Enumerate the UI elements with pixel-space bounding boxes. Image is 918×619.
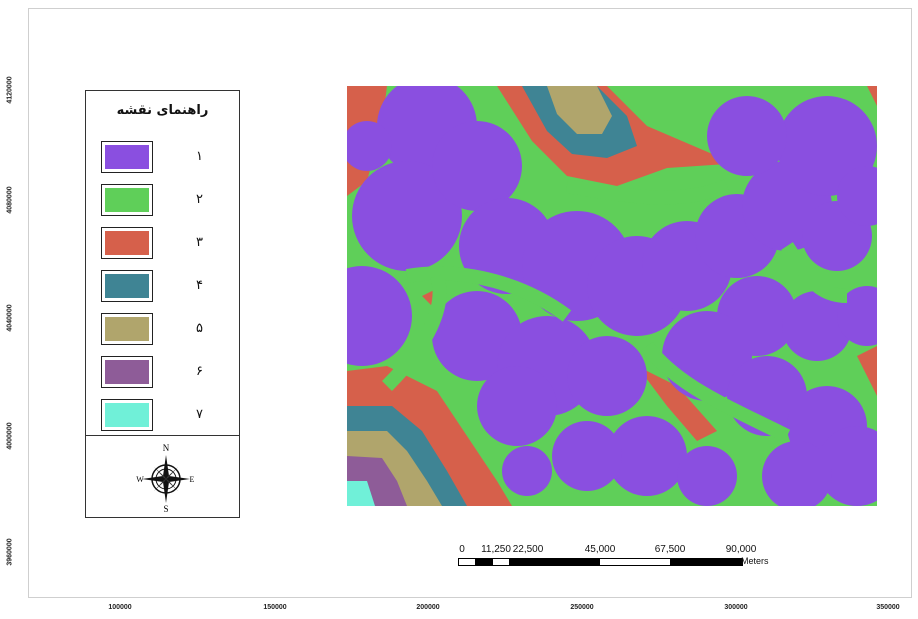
legend-item: ۳ bbox=[101, 227, 226, 263]
legend-label: ۵ bbox=[196, 321, 203, 336]
legend-label: ۱ bbox=[196, 149, 203, 164]
legend-title: راهنمای نقشه bbox=[116, 103, 209, 118]
legend-divider bbox=[86, 435, 239, 436]
compass-n-label: N bbox=[163, 443, 170, 453]
y-tick-label: 4040000 bbox=[6, 304, 14, 332]
scale-bar-label: 0 bbox=[459, 544, 465, 555]
scale-bar-label: 22,500 bbox=[512, 544, 544, 555]
y-tick-label: 4000000 bbox=[6, 422, 14, 450]
legend-swatch bbox=[101, 184, 153, 216]
x-tick-label: 250000 bbox=[570, 604, 594, 611]
x-tick-label: 200000 bbox=[416, 604, 440, 611]
legend-label: ۷ bbox=[196, 407, 203, 422]
map-frame bbox=[28, 8, 912, 598]
legend-label: ۲ bbox=[196, 192, 203, 207]
y-tick-label: 4080000 bbox=[6, 186, 14, 214]
map-legend: راهنمای نقشه ۱ ۲ ۳ ۴ ۵ ۶ ۷ N S E W bbox=[85, 90, 240, 518]
legend-item: ۲ bbox=[101, 184, 226, 220]
x-tick-label: 150000 bbox=[263, 604, 287, 611]
legend-item: ۵ bbox=[101, 313, 226, 349]
scale-bar-label: 90,000 bbox=[725, 544, 757, 555]
legend-label: ۴ bbox=[196, 278, 203, 293]
y-tick-label: 4120000 bbox=[6, 76, 14, 104]
legend-swatch bbox=[101, 227, 153, 259]
legend-item: ۴ bbox=[101, 270, 226, 306]
legend-item: ۷ bbox=[101, 399, 226, 435]
x-tick-label: 100000 bbox=[108, 604, 132, 611]
compass-e-label: E bbox=[190, 475, 195, 484]
legend-swatch bbox=[101, 356, 153, 388]
legend-swatch bbox=[101, 399, 153, 431]
scale-bar-units: Meters bbox=[741, 556, 769, 566]
legend-swatch bbox=[101, 313, 153, 345]
legend-label: ۶ bbox=[196, 364, 203, 379]
compass-rose-icon: N S E W bbox=[136, 443, 195, 513]
compass-s-label: S bbox=[163, 504, 168, 513]
legend-item: ۱ bbox=[101, 141, 226, 177]
suitability-map bbox=[347, 86, 877, 506]
scale-bar: 0 11,250 22,500 45,000 67,500 90,000 Meters bbox=[458, 544, 788, 574]
x-tick-label: 350000 bbox=[876, 604, 900, 611]
scale-bar-label: 45,000 bbox=[584, 544, 616, 555]
scale-bar-graphic bbox=[458, 558, 743, 566]
x-tick-label: 300000 bbox=[724, 604, 748, 611]
legend-item: ۶ bbox=[101, 356, 226, 392]
compass-w-label: W bbox=[136, 475, 144, 484]
y-tick-label: 3960000 bbox=[6, 538, 14, 566]
legend-swatch bbox=[101, 270, 153, 302]
scale-bar-label: 67,500 bbox=[654, 544, 686, 555]
scale-bar-label: 11,250 bbox=[481, 544, 511, 555]
legend-label: ۳ bbox=[196, 235, 203, 250]
legend-swatch bbox=[101, 141, 153, 173]
